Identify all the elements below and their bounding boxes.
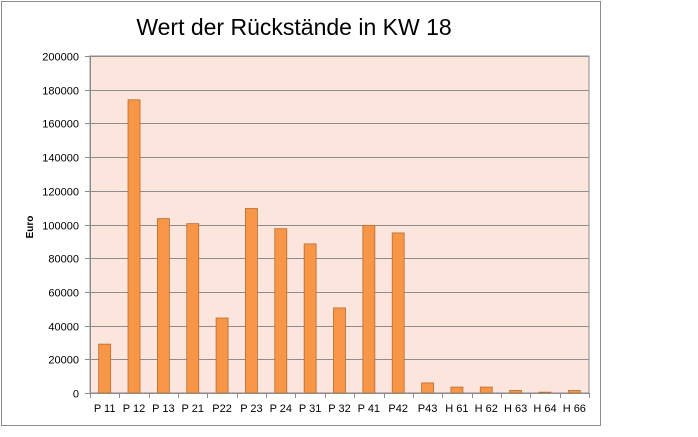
x-tick-label: P 31 xyxy=(299,403,321,415)
x-tick-label: P 13 xyxy=(152,403,174,415)
bar xyxy=(509,390,523,394)
bar xyxy=(479,386,493,394)
bars xyxy=(98,99,581,394)
bar xyxy=(391,232,405,394)
bar xyxy=(127,99,141,394)
x-tick-label: H 66 xyxy=(563,403,586,415)
x-tick-labels: P 11 P 12 P 13 P 21 P22 P 23 P 24 P 31 P 32 P 41 P… xyxy=(94,403,586,415)
bar xyxy=(98,343,112,394)
x-tick-label: P 32 xyxy=(328,403,350,415)
x-tick-label: H 62 xyxy=(475,403,498,415)
chart-title: Wert der Rückstände in KW 18 xyxy=(136,14,451,40)
bar xyxy=(421,382,434,394)
bar xyxy=(186,223,200,394)
x-tick-label: P 21 xyxy=(182,403,204,415)
bar xyxy=(303,243,317,394)
y-tick-label: 0 xyxy=(73,389,79,401)
x-tick-label: P 23 xyxy=(240,403,262,415)
bar xyxy=(450,386,464,394)
y-axis-label: Euro xyxy=(25,216,36,239)
bar xyxy=(538,391,552,394)
x-tick-label: P 12 xyxy=(123,403,145,415)
y-tick-labels: 0 20000 40000 60000 80000 100000 120000 140000 1… xyxy=(42,52,79,401)
x-tick-label: H 63 xyxy=(504,403,527,415)
y-tick-label: 140000 xyxy=(42,153,79,165)
y-tick-label: 180000 xyxy=(42,86,79,98)
y-tick-label: 40000 xyxy=(48,322,79,334)
x-tick-label: P42 xyxy=(388,403,408,415)
y-tick-label: 160000 xyxy=(42,119,79,131)
y-tick-label: 120000 xyxy=(42,187,79,199)
x-tick-label: H 61 xyxy=(445,403,468,415)
bar xyxy=(567,390,581,394)
axes xyxy=(90,56,590,398)
x-tick-label: P 24 xyxy=(270,403,292,415)
y-tick-label: 80000 xyxy=(48,254,79,266)
y-tick-label: 100000 xyxy=(42,221,79,233)
y-tick-label: 60000 xyxy=(48,288,79,300)
bar xyxy=(156,218,170,394)
x-tick-label: P43 xyxy=(418,403,438,415)
x-tick-label: P 41 xyxy=(358,403,380,415)
bar xyxy=(215,317,229,394)
x-tick-label: P 11 xyxy=(94,403,116,415)
bar xyxy=(333,307,346,394)
bar xyxy=(274,228,288,394)
x-tick-label: H 64 xyxy=(533,403,556,415)
x-tick-label: P22 xyxy=(212,403,232,415)
y-tick-label: 20000 xyxy=(48,355,79,367)
bar xyxy=(245,208,258,394)
bar xyxy=(362,224,376,394)
y-tick-label: 200000 xyxy=(42,52,79,64)
